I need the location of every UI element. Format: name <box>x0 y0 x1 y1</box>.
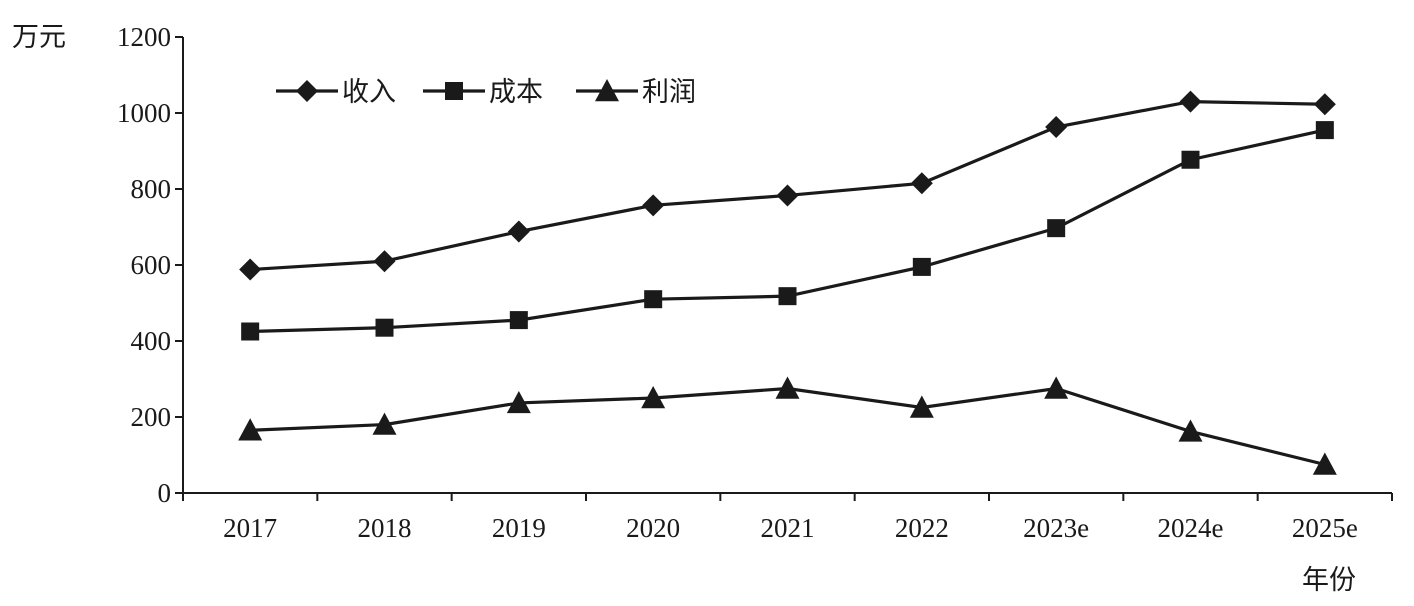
data-point-square <box>375 318 394 337</box>
data-point-square <box>778 287 797 306</box>
legend-item: 成本 <box>423 77 543 108</box>
y-tick-label: 800 <box>131 174 172 204</box>
axes: 0 200 400 600 800 1000 1200 2017 2018 2019 2020 202… <box>117 22 1393 543</box>
data-point-diamond <box>642 194 665 217</box>
data-point-triangle <box>372 412 397 435</box>
y-tick-label: 400 <box>131 326 172 356</box>
data-point-triangle <box>1044 376 1069 399</box>
x-tick-label: 2020 <box>626 513 680 543</box>
data-point-square <box>1047 219 1066 238</box>
data-point-square <box>1181 150 1200 169</box>
legend-item: 收入 <box>276 77 396 108</box>
series-0 <box>239 90 1336 281</box>
data-point-diamond <box>239 258 262 281</box>
legend-marker-square <box>445 82 463 100</box>
data-point-square <box>241 322 260 341</box>
data-point-diamond <box>1313 93 1336 116</box>
data-point-square <box>912 257 931 276</box>
x-tick-label: 2018 <box>358 513 412 543</box>
series-1 <box>241 121 1334 341</box>
data-point-triangle <box>506 390 531 414</box>
legend-item: 利润 <box>576 77 696 108</box>
series-layer <box>238 90 1337 475</box>
data-point-triangle <box>238 418 263 441</box>
data-point-square <box>644 290 663 309</box>
data-point-diamond <box>1179 90 1202 113</box>
data-point-diamond <box>1045 116 1068 139</box>
y-tick-label: 1200 <box>117 22 171 52</box>
data-point-triangle <box>1178 419 1203 442</box>
series-line <box>250 386 1326 467</box>
legend-marker-diamond <box>296 80 318 102</box>
x-tick-label: 2024e <box>1158 513 1224 543</box>
y-axis-unit-label: 万元 <box>12 22 66 53</box>
y-tick-label: 600 <box>131 250 172 280</box>
data-point-triangle <box>775 376 800 399</box>
x-tick-label: 2021 <box>761 513 815 543</box>
x-tick-label: 2019 <box>492 513 546 543</box>
data-point-square <box>509 311 528 330</box>
data-point-triangle <box>641 386 666 409</box>
legend: 收入 成本 利润 <box>276 77 696 108</box>
x-tick-label: 2022 <box>895 513 949 543</box>
legend-marker-triangle <box>595 79 619 102</box>
data-point-diamond <box>910 172 933 195</box>
legend-label: 收入 <box>342 77 396 108</box>
data-point-diamond <box>507 220 530 243</box>
y-tick-label: 1000 <box>117 98 171 128</box>
legend-label: 利润 <box>642 77 696 108</box>
data-point-square <box>1315 121 1334 140</box>
data-point-triangle <box>909 395 934 418</box>
x-axis-unit-label: 年份 <box>1302 565 1356 596</box>
data-point-diamond <box>776 184 799 207</box>
x-tick-label: 2023e <box>1023 513 1089 543</box>
data-point-triangle <box>1312 452 1337 475</box>
data-point-diamond <box>373 250 396 273</box>
series-2 <box>238 376 1337 475</box>
y-tick-label: 0 <box>158 478 172 508</box>
x-tick-label: 2017 <box>223 513 277 543</box>
legend-label: 成本 <box>489 77 543 108</box>
x-tick-label: 2025e <box>1292 513 1358 543</box>
y-tick-label: 200 <box>131 402 172 432</box>
